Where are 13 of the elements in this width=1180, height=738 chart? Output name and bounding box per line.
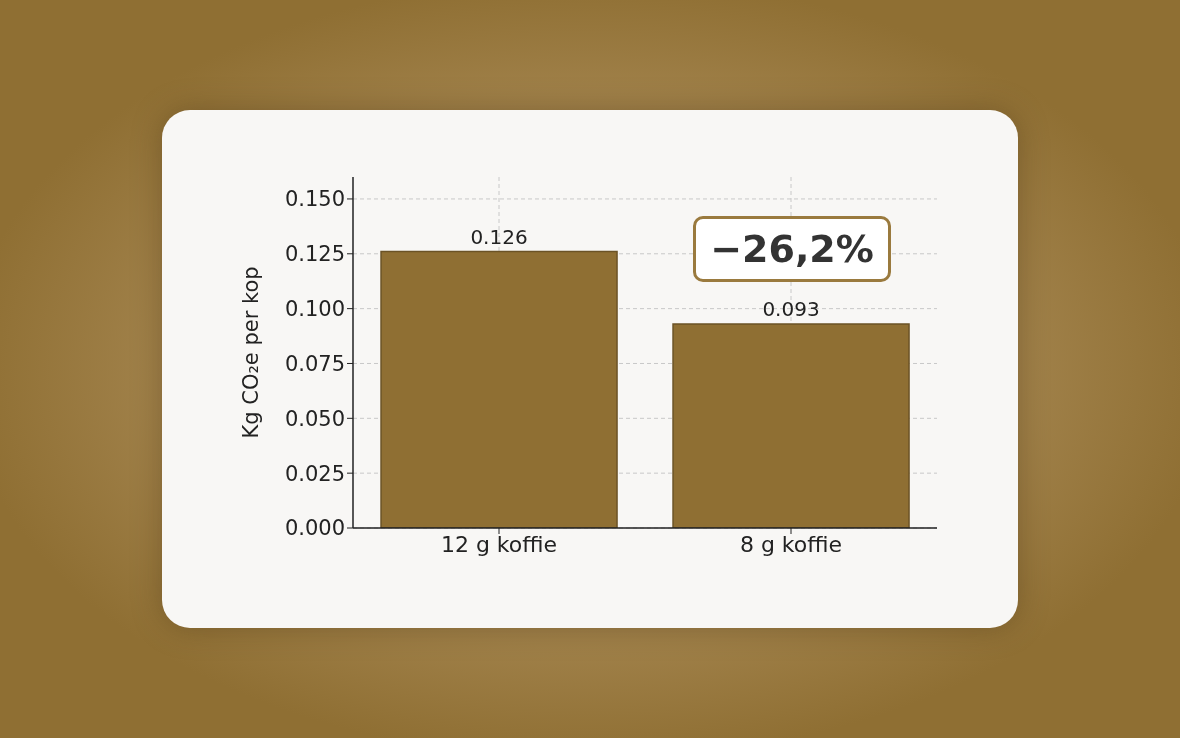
y-tick-label: 0.150 [284, 187, 345, 212]
y-axis-title: Kg CO₂e per kop [239, 266, 264, 439]
data-label: 0.126 [470, 224, 528, 249]
x-tick-label: 12 g koffie [440, 531, 558, 557]
y-tick-label: 0.025 [284, 461, 345, 486]
data-label: 0.093 [762, 296, 820, 321]
annotation: −26,2% [693, 216, 891, 282]
y-tick-label: 0.100 [284, 297, 345, 322]
y-tick-label: 0.000 [284, 516, 345, 541]
y-tick-label: 0.075 [284, 351, 345, 376]
y-tick-label: 0.050 [284, 406, 345, 431]
y-tick-label: 0.125 [284, 242, 345, 267]
x-tick-label: 8 g koffie [739, 531, 843, 557]
